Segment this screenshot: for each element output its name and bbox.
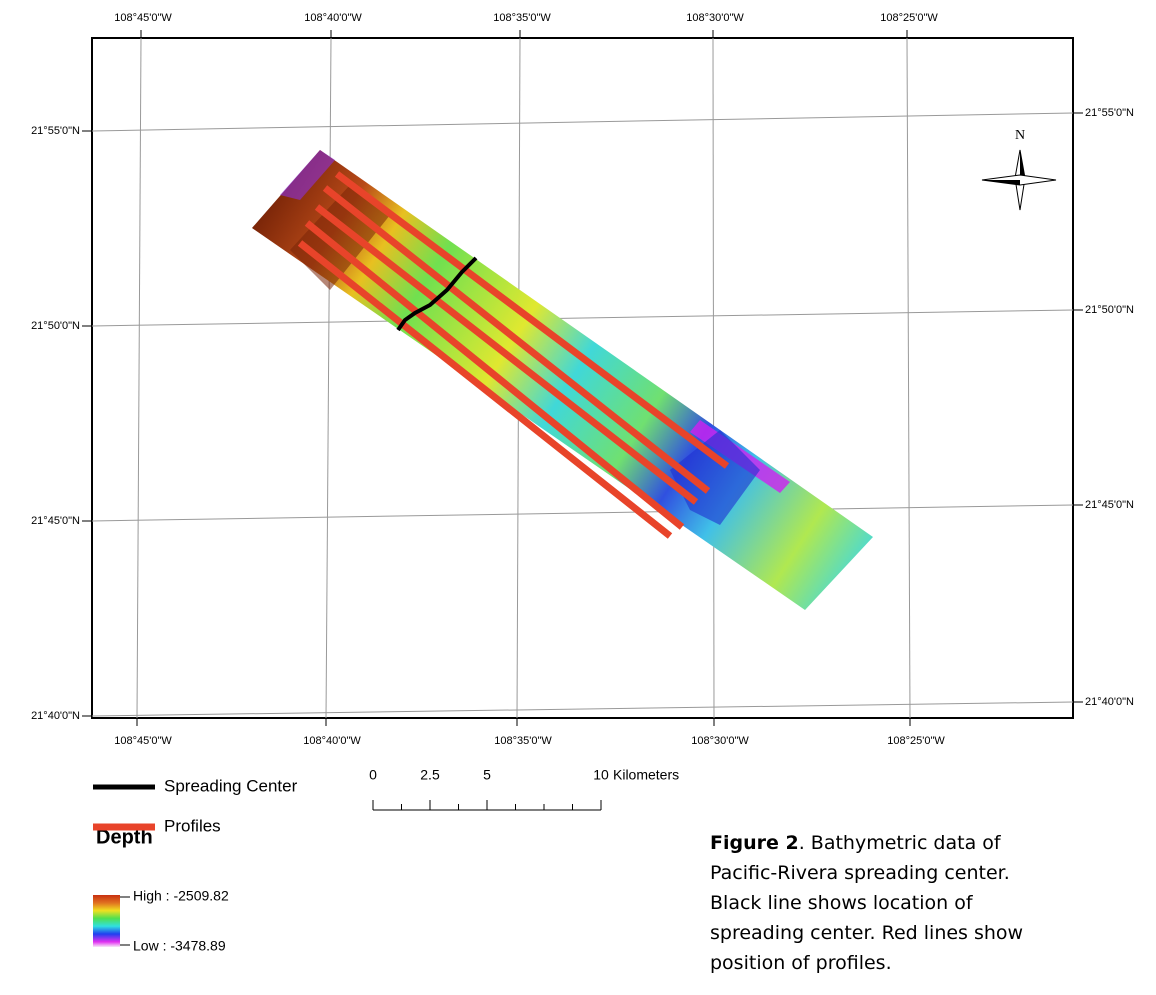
top-label: 108°35'0"W [493, 12, 551, 24]
scale-label: 10 [593, 767, 609, 783]
depth-colorbar [93, 895, 120, 947]
legend: Depth High : -2509.82 Low : -3478.89 Spr… [93, 776, 298, 953]
legend-low: Low : -3478.89 [133, 938, 226, 954]
right-label: 21°50'0"N [1085, 304, 1134, 316]
page: N Depth High : -2509.82 Low : -3478.89 S… [0, 0, 1156, 990]
scale-unit: Kilometers [613, 767, 679, 783]
left-label: 21°50'0"N [31, 320, 80, 332]
legend-high: High : -2509.82 [133, 888, 229, 904]
right-label: 21°40'0"N [1085, 696, 1134, 708]
right-label: 21°55'0"N [1085, 107, 1134, 119]
caption-label: Figure 2 [710, 832, 799, 854]
bottom-label: 108°25'0"W [887, 735, 945, 747]
legend-label: Profiles [164, 816, 221, 835]
scale-label: 5 [483, 767, 491, 783]
top-label: 108°30'0"W [686, 12, 744, 24]
right-label: 21°45'0"N [1085, 499, 1134, 511]
left-label: 21°55'0"N [31, 125, 80, 137]
scale-label: 2.5 [420, 767, 440, 783]
scale-label: 0 [369, 767, 377, 783]
figure-caption: Figure 2. Bathymetric data of Pacific-Ri… [710, 828, 1060, 978]
left-label: 21°45'0"N [31, 515, 80, 527]
top-label: 108°25'0"W [880, 12, 938, 24]
bottom-label: 108°30'0"W [691, 735, 749, 747]
bottom-label: 108°40'0"W [303, 735, 361, 747]
top-label: 108°40'0"W [304, 12, 362, 24]
bottom-label: 108°35'0"W [494, 735, 552, 747]
north-label: N [1015, 128, 1025, 143]
bottom-label: 108°45'0"W [114, 735, 172, 747]
top-label: 108°45'0"W [114, 12, 172, 24]
legend-label: Spreading Center [164, 776, 298, 795]
left-label: 21°40'0"N [31, 710, 80, 722]
